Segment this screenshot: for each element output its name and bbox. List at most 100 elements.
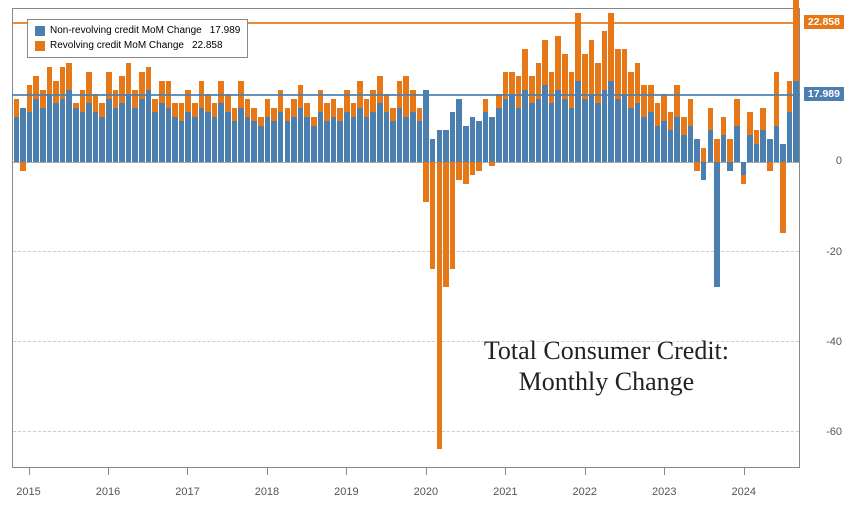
bar-revolving bbox=[47, 67, 53, 94]
bar-slot bbox=[211, 9, 218, 467]
bar-revolving bbox=[66, 63, 72, 90]
bar-revolving bbox=[741, 175, 747, 184]
bar-nonrevolving bbox=[377, 103, 383, 161]
bar-nonrevolving bbox=[628, 108, 634, 162]
bar-revolving bbox=[337, 108, 343, 121]
bar-revolving bbox=[674, 85, 680, 116]
bar-slot bbox=[489, 9, 496, 467]
bar-revolving bbox=[258, 117, 264, 126]
bar-slot bbox=[225, 9, 232, 467]
bar-slot bbox=[258, 9, 265, 467]
bar-nonrevolving bbox=[166, 108, 172, 162]
bar-nonrevolving bbox=[615, 99, 621, 162]
bar-revolving bbox=[582, 54, 588, 99]
bar-slot bbox=[581, 9, 588, 467]
bar-slot bbox=[588, 9, 595, 467]
bar-nonrevolving bbox=[688, 126, 694, 162]
bar-slot bbox=[145, 9, 152, 467]
bar-slot bbox=[66, 9, 73, 467]
bar-slot bbox=[634, 9, 641, 467]
bar-nonrevolving bbox=[245, 117, 251, 162]
bar-nonrevolving bbox=[661, 121, 667, 161]
bar-nonrevolving bbox=[437, 130, 443, 161]
bar-revolving bbox=[251, 108, 257, 121]
bar-slot bbox=[377, 9, 384, 467]
bar-slot bbox=[714, 9, 721, 467]
bar-slot bbox=[502, 9, 509, 467]
bar-revolving bbox=[529, 76, 535, 103]
bar-revolving bbox=[694, 162, 700, 171]
bar-nonrevolving bbox=[212, 117, 218, 162]
bar-nonrevolving bbox=[132, 108, 138, 162]
bar-nonrevolving bbox=[53, 103, 59, 161]
bar-nonrevolving bbox=[456, 99, 462, 162]
legend-swatch-0 bbox=[35, 26, 45, 36]
bar-revolving bbox=[483, 99, 489, 112]
bar-nonrevolving bbox=[635, 103, 641, 161]
bar-slot bbox=[793, 9, 800, 467]
bar-revolving bbox=[622, 49, 628, 94]
bar-revolving bbox=[754, 130, 760, 143]
bar-revolving bbox=[721, 117, 727, 135]
bar-revolving bbox=[311, 117, 317, 126]
bar-nonrevolving bbox=[179, 121, 185, 161]
bar-nonrevolving bbox=[569, 108, 575, 162]
bar-nonrevolving bbox=[351, 117, 357, 162]
bar-slot bbox=[515, 9, 522, 467]
bar-nonrevolving bbox=[542, 85, 548, 161]
bar-nonrevolving bbox=[694, 139, 700, 161]
bar-slot bbox=[522, 9, 529, 467]
bar-slot bbox=[747, 9, 754, 467]
bar-nonrevolving bbox=[549, 103, 555, 161]
bar-revolving bbox=[708, 108, 714, 130]
bar-revolving bbox=[648, 85, 654, 112]
bar-nonrevolving bbox=[423, 90, 429, 162]
bar-revolving bbox=[119, 76, 125, 103]
bar-nonrevolving bbox=[337, 121, 343, 161]
bar-nonrevolving bbox=[159, 103, 165, 161]
bar-nonrevolving bbox=[417, 121, 423, 161]
bar-slot bbox=[59, 9, 66, 467]
bar-slot bbox=[72, 9, 79, 467]
x-tick-label: 2019 bbox=[334, 486, 358, 498]
legend: Non-revolving credit MoM Change 17.989 R… bbox=[27, 19, 248, 58]
bar-revolving bbox=[681, 117, 687, 135]
bar-revolving bbox=[205, 94, 211, 112]
legend-value-1: 22.858 bbox=[192, 38, 223, 53]
bar-slot bbox=[125, 9, 132, 467]
bar-revolving bbox=[403, 76, 409, 116]
x-tick-label: 2017 bbox=[175, 486, 199, 498]
bar-revolving bbox=[516, 76, 522, 107]
bar-revolving bbox=[767, 162, 773, 171]
bar-slot bbox=[86, 9, 93, 467]
bar-nonrevolving bbox=[14, 117, 20, 162]
bar-nonrevolving bbox=[298, 108, 304, 162]
bar-revolving bbox=[542, 40, 548, 85]
bar-nonrevolving bbox=[199, 108, 205, 162]
bar-nonrevolving bbox=[80, 112, 86, 161]
bar-nonrevolving bbox=[529, 103, 535, 161]
bar-slot bbox=[396, 9, 403, 467]
bar-slot bbox=[33, 9, 40, 467]
bar-revolving bbox=[225, 94, 231, 112]
bar-nonrevolving bbox=[622, 94, 628, 161]
bar-revolving bbox=[661, 94, 667, 121]
bar-revolving bbox=[384, 94, 390, 112]
x-tick-label: 2018 bbox=[255, 486, 279, 498]
bar-revolving bbox=[549, 72, 555, 103]
bar-slot bbox=[562, 9, 569, 467]
bar-slot bbox=[106, 9, 113, 467]
bar-nonrevolving bbox=[33, 99, 39, 162]
bar-nonrevolving bbox=[40, 108, 46, 162]
bar-nonrevolving bbox=[410, 112, 416, 161]
bar-nonrevolving bbox=[27, 112, 33, 161]
bar-revolving bbox=[641, 85, 647, 116]
bar-revolving bbox=[602, 31, 608, 89]
bar-nonrevolving bbox=[20, 108, 26, 162]
bar-revolving bbox=[793, 0, 799, 81]
bar-nonrevolving bbox=[225, 112, 231, 161]
bar-slot bbox=[178, 9, 185, 467]
bar-slot bbox=[152, 9, 159, 467]
bar-revolving bbox=[232, 108, 238, 121]
bar-nonrevolving bbox=[476, 121, 482, 161]
